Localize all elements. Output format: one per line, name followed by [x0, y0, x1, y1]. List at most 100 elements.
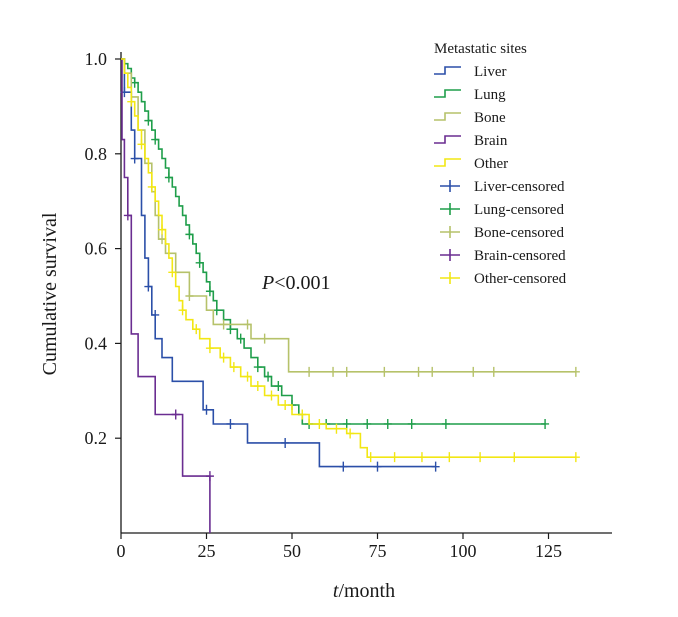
x-axis-title-italic: t [333, 580, 339, 602]
x-tick-label-5: 125 [535, 541, 562, 561]
bone-censor-mark [243, 319, 252, 330]
bone-censor-mark [305, 366, 314, 377]
liver-censor-mark [339, 461, 348, 472]
lung-censor-mark [407, 418, 416, 429]
liver-censor-mark [144, 281, 153, 292]
legend-symbol-liver-censored [440, 180, 460, 192]
legend-symbol-other-censored [440, 272, 460, 284]
brain-survival-line [121, 58, 211, 533]
other-censor-mark [298, 409, 307, 420]
x-axis-title-unit: /month [338, 580, 395, 602]
other-censor-mark [445, 452, 454, 463]
lung-censor-mark [383, 418, 392, 429]
survival-curves [120, 58, 580, 533]
legend-label-liver-censored: Liver-censored [474, 179, 565, 195]
brain-censor-mark [171, 409, 180, 420]
y-tick-label-0: 1.0 [85, 49, 108, 69]
x-axis-title: t/month [333, 580, 395, 602]
liver-censor-mark [202, 404, 211, 415]
other-censor-mark [229, 362, 238, 373]
legend-label-brain-censored: Brain-censored [474, 248, 566, 264]
y-tick-label-1: 0.8 [85, 144, 108, 164]
other-survival-line [121, 58, 576, 458]
lung-censor-mark [226, 324, 235, 335]
bone-censor-mark [571, 366, 580, 377]
legend-symbol-lung [434, 89, 461, 98]
bone-censor-mark [185, 291, 194, 301]
bone-censor-mark [260, 333, 269, 344]
other-censor-mark [253, 381, 262, 392]
liver-censor-mark [373, 461, 382, 472]
bone-censor-mark [428, 366, 437, 377]
legend-symbol-liver [434, 66, 461, 75]
liver-censor-mark [431, 461, 440, 472]
liver-censor-mark [151, 309, 160, 320]
lung-censor-mark [151, 134, 160, 145]
y-tick-label-4: 0.2 [85, 428, 108, 448]
other-censor-mark [281, 400, 290, 411]
other-censor-mark [315, 418, 324, 429]
bone-censor-mark [342, 366, 351, 377]
legend-symbol-lung-censored [440, 203, 460, 215]
legend-symbol-bone [434, 112, 461, 121]
y-axis-title: Cumulative survival [39, 212, 61, 375]
y-tick-label-2: 0.6 [85, 239, 108, 259]
legend-label-bone-censored: Bone-censored [474, 225, 564, 241]
legend-symbol-other [434, 158, 461, 167]
legend-label-other-censored: Other-censored [474, 271, 567, 287]
legend-symbol-brain-censored [440, 249, 460, 261]
lung-censor-mark [253, 362, 262, 373]
x-tick-label-2: 50 [283, 541, 301, 561]
lung-censor-mark [441, 418, 450, 429]
other-censor-mark [267, 390, 276, 401]
other-censor-mark [476, 452, 485, 463]
x-tick-label-4: 100 [450, 541, 477, 561]
bone-censor-mark [380, 366, 389, 377]
bone-censor-mark [489, 366, 498, 377]
p-value-symbol: P [261, 272, 274, 294]
other-censor-mark [205, 343, 214, 354]
other-censor-mark [346, 428, 355, 439]
bone-censor-mark [469, 366, 478, 377]
x-tick-label-3: 75 [369, 541, 387, 561]
x-tick-label-0: 0 [117, 541, 126, 561]
lung-censor-mark [236, 333, 245, 344]
lung-censor-mark [185, 229, 194, 240]
other-censor-mark [192, 324, 201, 335]
lung-censor-mark [195, 257, 204, 268]
other-censor-mark [147, 181, 156, 192]
other-censor-mark [158, 224, 167, 235]
other-censor-mark [366, 452, 375, 463]
bone-censor-mark [414, 366, 423, 377]
legend-label-lung: Lung [474, 87, 506, 103]
other-censor-mark [168, 267, 177, 278]
lung-censor-mark [205, 286, 214, 297]
liver-censor-mark [226, 418, 235, 429]
legend-title: Metastatic sites [434, 41, 527, 57]
other-censor-mark [178, 305, 187, 316]
other-censor-mark [510, 452, 519, 463]
brain-censor-mark [205, 471, 214, 482]
bone-censor-mark [219, 319, 228, 330]
liver-censor-mark [130, 153, 139, 164]
lung-censor-mark [264, 371, 273, 382]
p-value-annotation: P<0.001 [261, 272, 331, 294]
other-censor-mark [571, 452, 580, 463]
other-censor-mark [243, 371, 252, 382]
lung-censor-mark [541, 418, 550, 429]
bone-censor-mark [329, 366, 338, 377]
legend-label-lung-censored: Lung-censored [474, 202, 564, 218]
lung-censor-mark [144, 115, 153, 126]
legend-label-brain: Brain [474, 133, 508, 149]
lung-censor-mark [363, 418, 372, 429]
other-censor-mark [417, 452, 426, 463]
lung-censor-mark [274, 381, 283, 392]
legend-label-liver: Liver [474, 64, 506, 80]
axis-ticks: 0 25 50 75 100 125 1.0 0.8 0.6 0.4 0.2 [85, 49, 563, 561]
legend-label-bone: Bone [474, 110, 506, 126]
other-censor-mark [219, 352, 228, 363]
p-value-text: <0.001 [274, 272, 330, 294]
other-censor-mark [390, 452, 399, 463]
legend-symbol-bone-censored [440, 226, 460, 238]
